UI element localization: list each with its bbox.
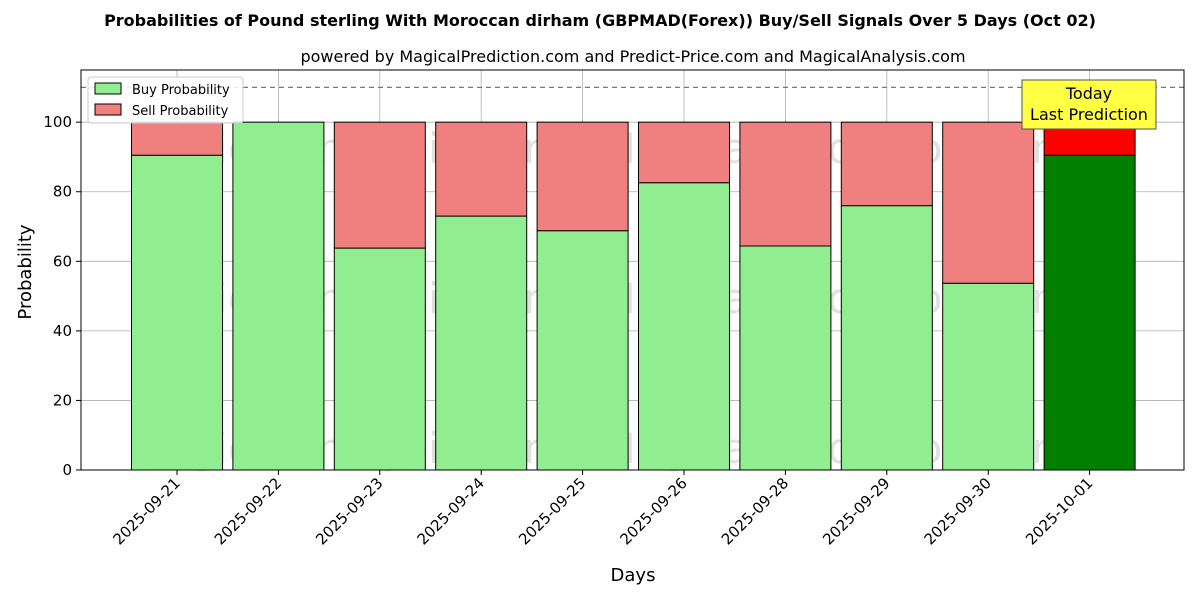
x-tick-label: 2025-09-23 [312,474,386,548]
x-axis-label: Days [611,565,656,586]
bar-buy [840,205,933,471]
y-axis-label: Probability [15,224,36,319]
legend-swatch-buy [94,82,122,95]
x-tick-label: 2025-09-30 [921,474,995,548]
chart-subtitle: powered by MagicalPrediction.com and Pre… [300,47,965,66]
bar-buy [1043,154,1136,471]
x-tick-label: 2025-09-21 [109,474,183,548]
y-tick-label: 100 [43,113,72,131]
axes [80,69,1185,471]
legend: Buy Probability Sell Probability [87,76,244,124]
bar-buy [131,154,223,471]
bar-sell [638,121,730,184]
plot-frame [80,69,1185,471]
y-tick-label: 60 [53,252,72,270]
today-annotation: Today Last Prediction [1021,79,1157,130]
x-tick-label: 2025-09-28 [718,474,792,548]
bar-buy [232,121,325,471]
bar-buy [435,215,528,471]
y-tick-label: 80 [53,183,72,201]
bar-sell [131,121,223,156]
legend-label-buy: Buy Probability [132,83,230,98]
bar-buy [638,182,730,471]
bar-buy [739,245,832,471]
bar-sell [536,121,629,232]
annotation-box [1021,79,1157,130]
bar-sell [435,121,528,217]
chart-title: Probabilities of Pound sterling With Mor… [104,11,1096,30]
x-tick-label: 2025-09-26 [616,474,690,548]
bar-sell [333,121,426,249]
bar-sell [840,121,933,207]
bar-sell [739,121,832,247]
bars [131,121,1136,471]
y-tick-label: 0 [62,461,72,479]
x-tick-label: 2025-10-01 [1022,474,1096,548]
legend-swatch-sell [94,103,122,116]
bar-buy [333,247,426,471]
bar-buy [942,282,1035,471]
legend-label-sell: Sell Probability [132,104,229,119]
bar-buy [536,230,629,471]
y-tick-label: 40 [53,322,72,340]
annotation-line1: Today [1065,84,1112,103]
x-tick-label: 2025-09-24 [414,474,488,548]
x-tick-label: 2025-09-22 [211,474,285,548]
y-tick-label: 20 [53,391,72,409]
legend-frame [87,76,244,124]
annotation-line2: Last Prediction [1030,105,1148,124]
x-tick-label: 2025-09-25 [515,474,589,548]
x-tick-label: 2025-09-29 [819,474,893,548]
bar-sell [942,121,1035,284]
